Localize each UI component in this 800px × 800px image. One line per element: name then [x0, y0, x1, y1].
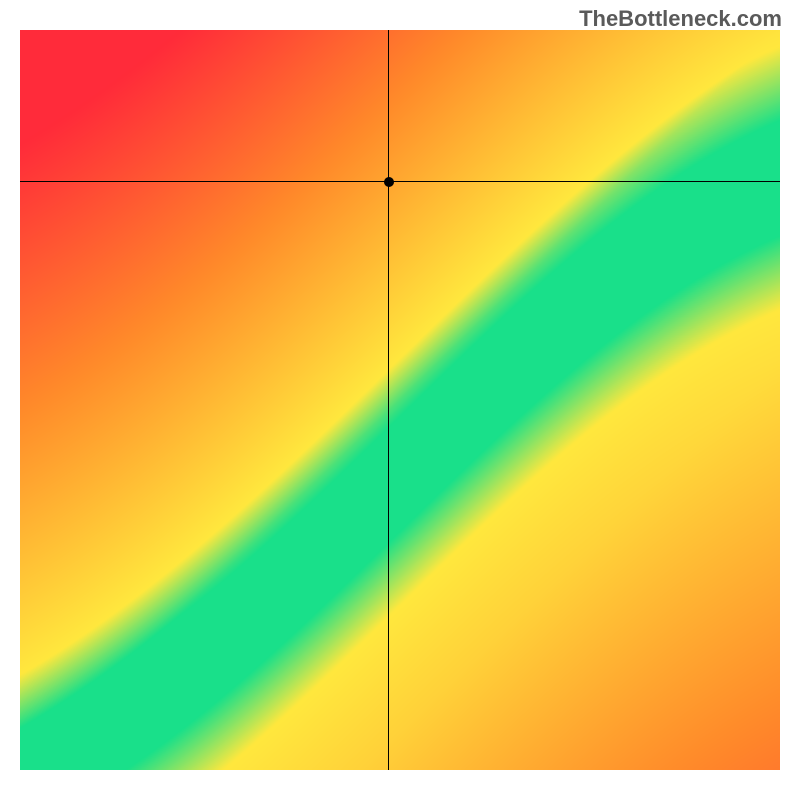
heatmap-canvas	[20, 30, 780, 770]
crosshair-horizontal	[20, 181, 780, 182]
watermark: TheBottleneck.com	[579, 6, 782, 32]
crosshair-marker	[384, 177, 394, 187]
heatmap-plot	[20, 30, 780, 770]
crosshair-vertical	[388, 30, 389, 770]
